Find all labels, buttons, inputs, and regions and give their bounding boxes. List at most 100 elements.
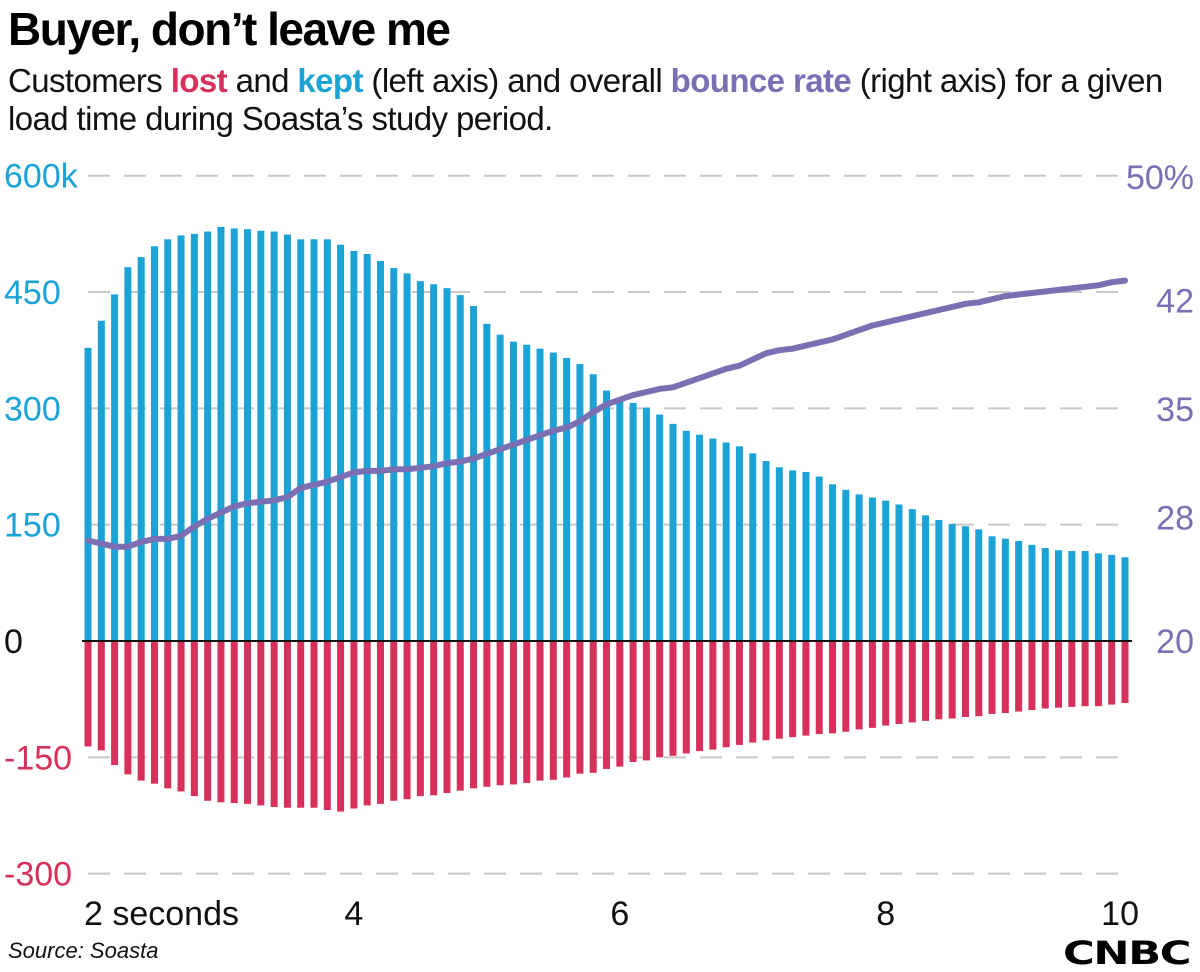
kept-bar — [589, 374, 597, 641]
bars — [84, 226, 1129, 812]
lost-bar — [230, 641, 238, 804]
kept-bar — [815, 476, 823, 641]
chart-subtitle: Customers lost and kept (left axis) and … — [8, 62, 1198, 138]
lost-bar — [656, 641, 664, 758]
kept-bar — [164, 239, 172, 641]
kept-bar — [137, 257, 145, 641]
lost-bar — [97, 641, 105, 751]
lost-bar — [563, 641, 571, 778]
left-axis-tick-label: 150 — [4, 507, 61, 545]
lost-bar — [855, 641, 863, 730]
lost-bar — [802, 641, 810, 736]
kept-bar — [775, 467, 783, 641]
lost-bar — [310, 641, 318, 808]
kept-bar — [762, 461, 770, 641]
lost-bar — [204, 641, 212, 801]
kept-bar — [456, 295, 464, 641]
kept-bar — [297, 239, 305, 641]
kept-bar — [84, 347, 92, 641]
left-axis-tick-label: 0 — [4, 623, 23, 661]
axis-labels: 600k 450 300 150 0 -150 -300 50% 42 35 28 20 2 secon… — [4, 158, 1194, 933]
lost-bar — [509, 641, 517, 785]
kept-bar — [616, 397, 624, 641]
kept-bar — [563, 357, 571, 641]
lost-bar — [350, 641, 358, 809]
lost-bar — [922, 641, 930, 721]
lost-bar — [111, 641, 119, 766]
kept-bar — [829, 484, 837, 641]
lost-bar — [868, 641, 876, 728]
x-axis-tick-label: 6 — [610, 895, 629, 933]
lost-bar — [722, 641, 730, 748]
lost-bar — [190, 641, 198, 797]
lost-bar — [975, 641, 983, 717]
kept-bar — [975, 529, 983, 641]
lost-bar — [775, 641, 783, 739]
right-axis-tick-label: 28 — [1156, 499, 1194, 537]
lost-bar — [323, 641, 331, 811]
lost-bar — [283, 641, 291, 808]
lost-bar — [642, 641, 650, 761]
kept-bar — [1081, 551, 1089, 641]
lost-bar — [1041, 641, 1049, 709]
lost-bar — [137, 641, 145, 781]
subtitle-text-3: (left axis) and overall — [362, 62, 671, 99]
kept-bar — [323, 239, 331, 641]
left-axis-tick-label: -150 — [4, 739, 72, 777]
lost-bar — [842, 641, 850, 732]
left-axis-tick-label: 300 — [4, 390, 61, 428]
kept-bar — [961, 526, 969, 641]
kept-bar — [470, 305, 478, 641]
kept-bar — [337, 244, 345, 642]
lost-bar — [735, 641, 743, 745]
x-axis-tick-label: 10 — [1101, 895, 1139, 933]
kept-bar — [523, 344, 531, 641]
lost-bar — [483, 641, 491, 787]
lost-bar — [430, 641, 438, 796]
kept-bar — [217, 226, 225, 641]
kept-bar — [842, 489, 850, 641]
lost-bar — [1094, 641, 1102, 707]
kept-bar — [536, 348, 544, 641]
cnbc-logo: CNBC — [1062, 934, 1191, 972]
kept-bar — [895, 504, 903, 641]
kept-bar — [855, 494, 863, 641]
kept-bar — [509, 341, 517, 641]
lost-bar — [1081, 641, 1089, 707]
kept-bar — [1121, 557, 1129, 641]
lost-bar — [1015, 641, 1023, 712]
x-axis-tick-label: 4 — [344, 895, 363, 933]
lost-bar — [1068, 641, 1076, 707]
kept-bar — [642, 407, 650, 641]
kept-bar — [868, 497, 876, 641]
kept-bar — [350, 250, 358, 641]
kept-bar — [230, 228, 238, 641]
subtitle-kept-highlight: kept — [297, 62, 363, 99]
kept-bar — [935, 520, 943, 641]
lost-bar — [244, 641, 252, 804]
kept-bar — [549, 352, 557, 641]
x-axis-tick-label: 8 — [876, 895, 895, 933]
lost-bar — [1121, 641, 1129, 704]
lost-bar — [829, 641, 837, 734]
lost-bar — [470, 641, 478, 789]
kept-bar — [363, 254, 371, 641]
lost-bar — [1001, 641, 1009, 714]
lost-bar — [629, 641, 637, 762]
left-axis-tick-label: 600k — [4, 158, 79, 196]
kept-bar — [682, 430, 690, 641]
kept-bar — [882, 500, 890, 641]
kept-bar — [1028, 544, 1036, 641]
kept-bar — [603, 390, 610, 641]
bounce-rate-line-path — [85, 277, 1128, 550]
lost-bar — [682, 641, 690, 754]
subtitle-text-4: (right axis) for a given load time durin… — [8, 62, 1163, 137]
lost-bar — [696, 641, 704, 752]
chart-area: 600k 450 300 150 0 -150 -300 50% 42 35 28 20 2 secon… — [4, 158, 1194, 933]
kept-bar — [1015, 540, 1023, 641]
kept-bar — [1068, 551, 1076, 641]
x-axis-tick-label: 2 seconds — [84, 895, 239, 933]
kept-bar — [483, 323, 491, 641]
kept-bar — [390, 267, 398, 641]
kept-bar — [629, 402, 637, 641]
